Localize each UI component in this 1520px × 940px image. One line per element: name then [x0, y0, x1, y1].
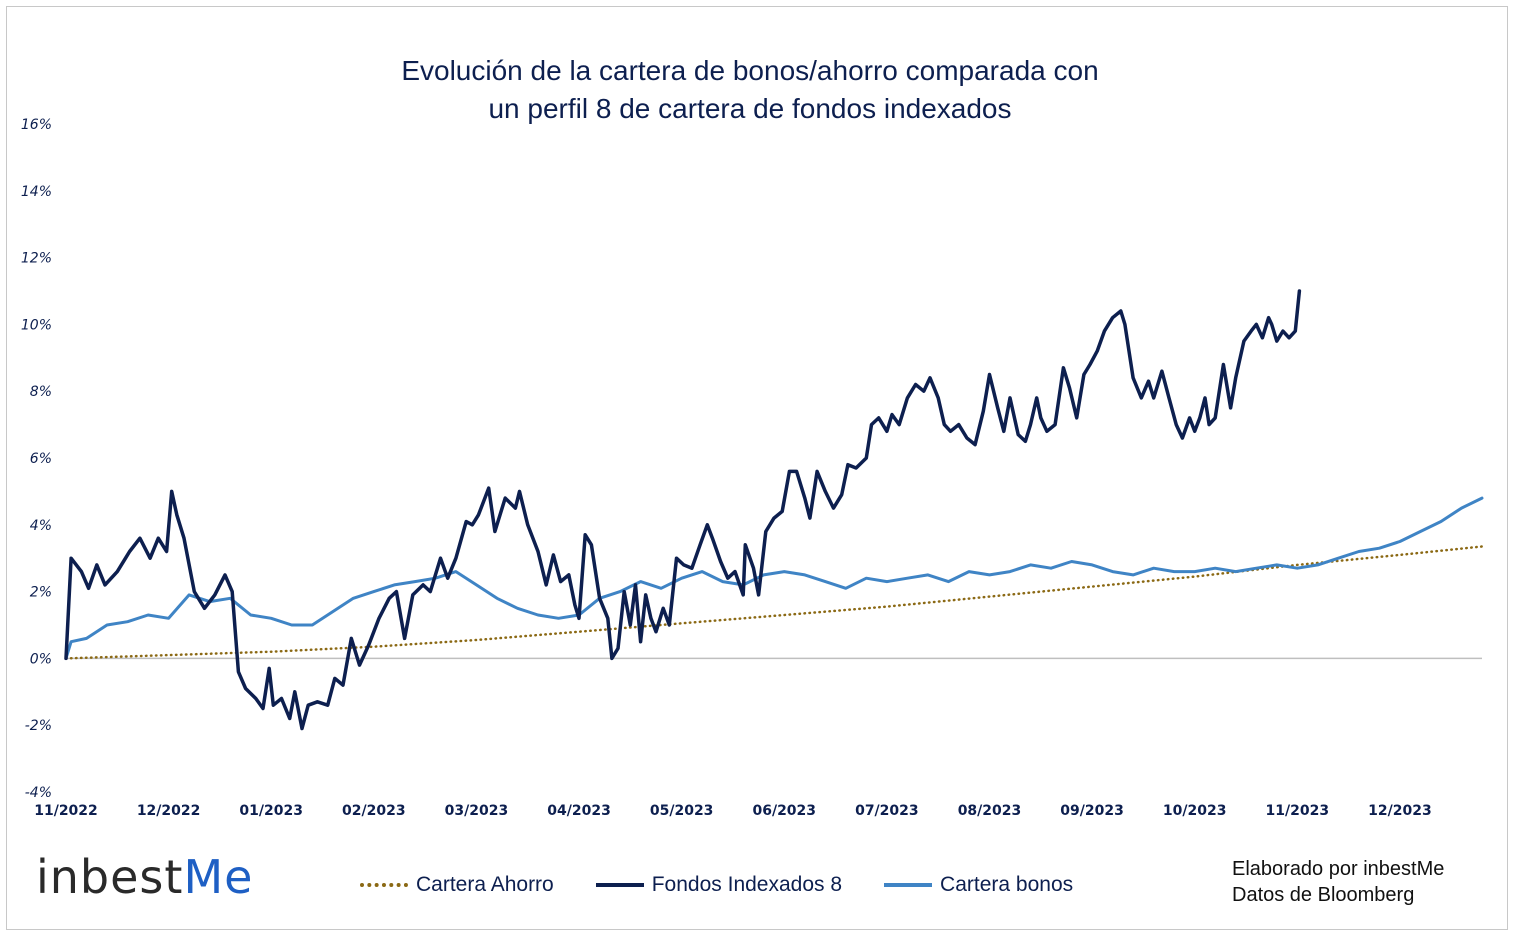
y-tick-label: 2%	[30, 585, 52, 601]
y-tick-label: 8%	[30, 384, 52, 400]
y-tick-label: 0%	[30, 651, 52, 667]
x-tick-label: 09/2023	[1060, 803, 1124, 819]
legend-swatch-cartera-ahorro	[360, 883, 408, 887]
y-tick-label: 12%	[21, 251, 52, 267]
chart-legend: Cartera Ahorro Fondos Indexados 8 Carter…	[360, 870, 1115, 900]
x-tick-label: 10/2023	[1163, 803, 1227, 819]
chart-frame	[6, 6, 1508, 930]
x-tick-label: 01/2023	[239, 803, 303, 819]
logo-accent: Me	[183, 850, 254, 904]
legend-item-cartera-ahorro: Cartera Ahorro	[360, 873, 554, 897]
legend-label-cartera-ahorro: Cartera Ahorro	[416, 873, 554, 896]
x-tick-label: 11/2023	[1266, 803, 1330, 819]
legend-item-cartera-bonos: Cartera bonos	[884, 873, 1073, 897]
x-tick-label: 08/2023	[958, 803, 1022, 819]
series-line-fondos-indexados-8	[64, 289, 1302, 731]
series-lines	[64, 289, 1484, 731]
y-tick-label: 6%	[30, 451, 52, 467]
y-tick-label: -2%	[25, 718, 52, 734]
x-tick-label: 07/2023	[855, 803, 919, 819]
x-tick-label: 04/2023	[547, 803, 611, 819]
legend-label-cartera-bonos: Cartera bonos	[940, 873, 1074, 896]
x-tick-label: 11/2022	[34, 803, 98, 819]
legend-swatch-fondos-indexados	[595, 883, 644, 887]
x-tick-label: 12/2022	[137, 803, 201, 819]
data-credit: Elaborado por inbestMe Datos de Bloomber…	[1232, 856, 1444, 908]
chart-title-line-1: Evolución de la cartera de bonos/ahorro …	[401, 55, 1099, 86]
chart-title: Evolución de la cartera de bonos/ahorro …	[0, 52, 1500, 128]
y-tick-label: 16%	[21, 117, 52, 133]
y-tick-label: 14%	[21, 184, 52, 200]
x-axis-ticks: 11/2022 12/2022 01/2023 02/2023 03/2023 04/20…	[34, 803, 1431, 819]
series-line-cartera-ahorro	[64, 545, 1484, 660]
x-tick-label: 12/2023	[1368, 803, 1432, 819]
x-tick-label: 05/2023	[650, 803, 714, 819]
logo-text: inbest	[36, 850, 184, 904]
credit-line-2: Datos de Bloomberg	[1232, 884, 1415, 906]
credit-line-1: Elaborado por inbestMe	[1232, 858, 1445, 880]
x-tick-label: 03/2023	[445, 803, 509, 819]
series-line-cartera-bonos	[64, 496, 1484, 660]
y-axis-ticks: 16% 14% 12% 10% 8% 6% 4% 2% 0% -2% -4%	[21, 117, 52, 801]
legend-label-fondos-indexados: Fondos Indexados 8	[651, 873, 843, 896]
inbestme-logo: inbestMe	[36, 850, 253, 904]
x-tick-label: 06/2023	[752, 803, 816, 819]
chart-title-line-2: un perfil 8 de cartera de fondos indexad…	[488, 93, 1012, 124]
y-tick-label: -4%	[25, 785, 52, 801]
y-tick-label: 10%	[21, 317, 52, 333]
legend-item-fondos-indexados: Fondos Indexados 8	[595, 873, 843, 897]
legend-swatch-cartera-bonos	[884, 883, 933, 887]
y-tick-label: 4%	[30, 518, 52, 534]
x-tick-label: 02/2023	[342, 803, 406, 819]
